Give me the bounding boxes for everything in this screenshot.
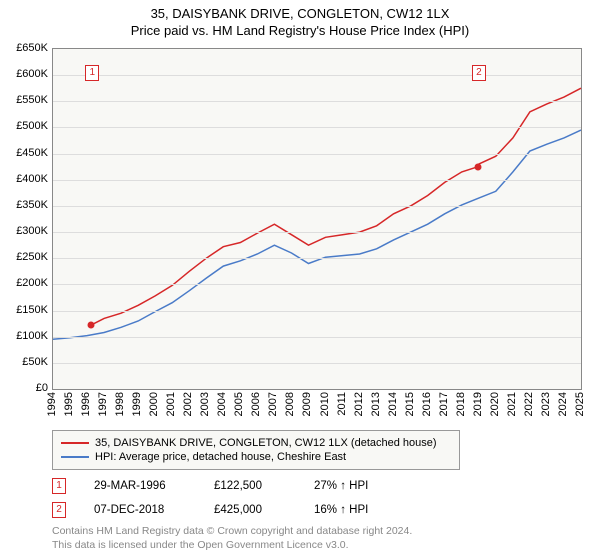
- gridline-h: [53, 180, 581, 181]
- footer-attribution: Contains HM Land Registry data © Crown c…: [52, 524, 412, 552]
- footer-line2: This data is licensed under the Open Gov…: [52, 538, 412, 552]
- legend-box: 35, DAISYBANK DRIVE, CONGLETON, CW12 1LX…: [52, 430, 460, 470]
- y-tick-label: £550K: [0, 94, 48, 106]
- x-tick-label: 2013: [370, 392, 382, 416]
- x-tick-label: 2002: [182, 392, 194, 416]
- x-tick-label: 2007: [267, 392, 279, 416]
- x-tick-label: 2000: [148, 392, 160, 416]
- x-tick-label: 2005: [233, 392, 245, 416]
- gridline-h: [53, 101, 581, 102]
- legend-row: 35, DAISYBANK DRIVE, CONGLETON, CW12 1LX…: [61, 436, 451, 450]
- x-tick-label: 2011: [336, 392, 348, 416]
- x-tick-label: 2022: [523, 392, 535, 416]
- y-tick-label: £250K: [0, 251, 48, 263]
- sale-marker: 2: [52, 502, 66, 518]
- legend-swatch: [61, 442, 89, 444]
- gridline-h: [53, 206, 581, 207]
- y-tick-label: £600K: [0, 68, 48, 80]
- x-tick-label: 2019: [472, 392, 484, 416]
- x-tick-label: 2003: [199, 392, 211, 416]
- title-subtitle: Price paid vs. HM Land Registry's House …: [0, 23, 600, 38]
- y-tick-label: £400K: [0, 173, 48, 185]
- sale-row: 1 29-MAR-1996£122,50027% ↑ HPI: [40, 474, 404, 498]
- sale-marker: 1: [52, 478, 66, 494]
- chart-marker-dot: [474, 163, 481, 170]
- x-tick-label: 2015: [404, 392, 416, 416]
- sale-price: £122,500: [214, 480, 314, 492]
- x-tick-label: 2021: [506, 392, 518, 416]
- sale-price: £425,000: [214, 504, 314, 516]
- title-block: 35, DAISYBANK DRIVE, CONGLETON, CW12 1LX…: [0, 0, 600, 38]
- gridline-h: [53, 363, 581, 364]
- gridline-h: [53, 258, 581, 259]
- legend-label: HPI: Average price, detached house, Ches…: [95, 451, 346, 463]
- chart-marker-dot: [88, 321, 95, 328]
- chart-marker-box: 2: [472, 65, 486, 81]
- footer-line1: Contains HM Land Registry data © Crown c…: [52, 524, 412, 538]
- sale-date: 29-MAR-1996: [94, 480, 214, 492]
- x-tick-label: 2016: [421, 392, 433, 416]
- x-tick-label: 1998: [114, 392, 126, 416]
- y-tick-label: £100K: [0, 330, 48, 342]
- chart-plot-area: 12: [52, 48, 582, 390]
- title-address: 35, DAISYBANK DRIVE, CONGLETON, CW12 1LX: [0, 6, 600, 21]
- y-tick-label: £300K: [0, 225, 48, 237]
- legend-swatch: [61, 456, 89, 458]
- gridline-h: [53, 284, 581, 285]
- y-tick-label: £200K: [0, 277, 48, 289]
- x-tick-label: 2009: [301, 392, 313, 416]
- x-tick-label: 2025: [574, 392, 586, 416]
- x-tick-label: 2014: [387, 392, 399, 416]
- gridline-h: [53, 232, 581, 233]
- gridline-h: [53, 75, 581, 76]
- x-tick-label: 2010: [319, 392, 331, 416]
- x-tick-label: 2001: [165, 392, 177, 416]
- chart-container: 35, DAISYBANK DRIVE, CONGLETON, CW12 1LX…: [0, 0, 600, 560]
- sale-pct-vs-hpi: 27% ↑ HPI: [314, 480, 404, 492]
- x-tick-label: 1995: [63, 392, 75, 416]
- x-tick-label: 2008: [284, 392, 296, 416]
- legend-row: HPI: Average price, detached house, Ches…: [61, 450, 451, 464]
- x-tick-label: 2017: [438, 392, 450, 416]
- y-tick-label: £150K: [0, 304, 48, 316]
- gridline-h: [53, 154, 581, 155]
- x-tick-label: 1997: [97, 392, 109, 416]
- y-tick-label: £500K: [0, 120, 48, 132]
- y-tick-label: £0: [0, 382, 48, 394]
- x-tick-label: 1996: [80, 392, 92, 416]
- chart-lines-svg: [53, 49, 581, 389]
- x-tick-label: 2023: [540, 392, 552, 416]
- sale-row: 2 07-DEC-2018£425,00016% ↑ HPI: [40, 498, 404, 522]
- x-tick-label: 2018: [455, 392, 467, 416]
- gridline-h: [53, 127, 581, 128]
- y-tick-label: £650K: [0, 42, 48, 54]
- x-tick-label: 2024: [557, 392, 569, 416]
- x-tick-label: 2006: [250, 392, 262, 416]
- sales-table: 1 29-MAR-1996£122,50027% ↑ HPI 2 07-DEC-201…: [40, 474, 404, 522]
- y-tick-label: £350K: [0, 199, 48, 211]
- sale-pct-vs-hpi: 16% ↑ HPI: [314, 504, 404, 516]
- gridline-h: [53, 337, 581, 338]
- y-tick-label: £450K: [0, 147, 48, 159]
- sale-date: 07-DEC-2018: [94, 504, 214, 516]
- y-tick-label: £50K: [0, 356, 48, 368]
- legend-label: 35, DAISYBANK DRIVE, CONGLETON, CW12 1LX…: [95, 437, 437, 449]
- x-tick-label: 1994: [46, 392, 58, 416]
- chart-marker-box: 1: [85, 65, 99, 81]
- x-tick-label: 2012: [353, 392, 365, 416]
- x-tick-label: 1999: [131, 392, 143, 416]
- x-tick-label: 2020: [489, 392, 501, 416]
- gridline-h: [53, 311, 581, 312]
- x-tick-label: 2004: [216, 392, 228, 416]
